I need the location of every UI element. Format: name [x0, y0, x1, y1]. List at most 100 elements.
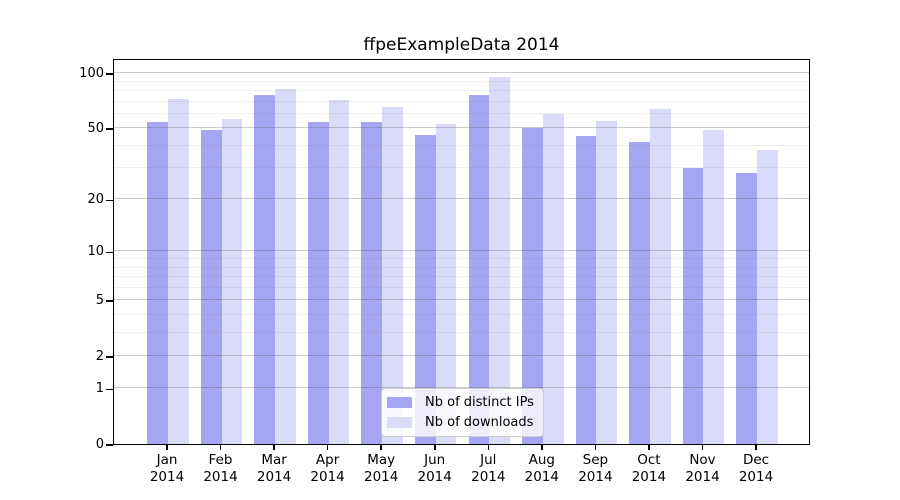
y-tick-label-1: 1: [95, 381, 104, 397]
x-tick-label-year: 2014: [310, 469, 345, 485]
gridline-y-90: [114, 80, 809, 82]
bar-nb-of-downloads-feb: [221, 119, 243, 444]
x-tick-label-year: 2014: [685, 469, 720, 485]
x-tick-label-year: 2014: [149, 469, 185, 485]
gridline-y-2: [114, 354, 809, 356]
gridline-y-70: [114, 100, 809, 102]
x-tick-apr: [326, 445, 329, 450]
bar-nb-of-downloads-aug: [542, 113, 564, 444]
gridline-y-80: [114, 89, 809, 91]
legend-label-distinct-ips: Nb of distinct IPs: [425, 394, 534, 410]
x-tick-label-mar: Mar 2014: [244, 452, 304, 486]
x-tick-label-year: 2014: [471, 469, 506, 485]
x-tick-label-oct: Oct 2014: [619, 452, 679, 486]
gridline-y-8: [114, 266, 809, 268]
x-tick-label-year: 2014: [256, 469, 292, 485]
bar-nb-of-downloads-jul: [489, 77, 510, 444]
x-tick-dec: [755, 445, 757, 450]
gridline-y-30: [114, 167, 809, 169]
gridline-y-9: [114, 258, 809, 259]
bar-nb-of-distinct-ips-jun: [415, 134, 436, 444]
bar-nb-of-downloads-sep: [596, 120, 618, 444]
x-tick-label-month: Jun: [424, 452, 446, 468]
bar-nb-of-downloads-nov: [703, 129, 725, 444]
bar-nb-of-distinct-ips-jan: [147, 122, 168, 444]
x-tick-mar: [273, 445, 275, 450]
x-tick-label-year: 2014: [631, 469, 667, 485]
bar-nb-of-downloads-jan: [168, 99, 189, 444]
x-tick-jul: [487, 445, 489, 450]
gridline-y-20: [114, 198, 809, 200]
x-tick-label-month: Sep: [582, 452, 609, 468]
x-tick-label-month: Oct: [637, 452, 661, 468]
x-tick-label-month: Dec: [742, 452, 770, 468]
gridline-y-5: [114, 299, 809, 300]
x-tick-label-apr: Apr 2014: [298, 452, 358, 486]
legend-label-downloads: Nb of downloads: [425, 414, 534, 430]
x-tick-label-month: Jan: [156, 452, 178, 468]
gridline-y-40: [114, 144, 809, 146]
y-tick-1: [106, 388, 113, 391]
gridline-y-4: [114, 313, 809, 315]
y-tick-0: [106, 444, 113, 446]
legend-item-downloads: Nb of downloads: [387, 414, 538, 431]
x-tick-label-dec: Dec 2014: [726, 452, 786, 486]
gridline-y-50: [114, 127, 809, 129]
gridline-y-100: [114, 72, 809, 74]
legend-swatch-distinct-ips-icon: [387, 397, 412, 408]
x-tick-label-feb: Feb 2014: [191, 452, 251, 486]
gridline-y-60: [114, 112, 809, 114]
bar-nb-of-distinct-ips-oct: [629, 141, 650, 444]
bar-nb-of-downloads-apr: [328, 100, 350, 444]
bar-nb-of-downloads-may: [382, 107, 403, 444]
plot-area: [113, 59, 810, 445]
x-tick-jun: [434, 445, 436, 450]
gridline-y-3: [114, 331, 809, 333]
x-tick-label-jan: Jan 2014: [137, 452, 197, 486]
x-tick-jan: [166, 445, 168, 450]
x-tick-label-month: Apr: [315, 452, 340, 468]
x-tick-feb: [219, 445, 222, 450]
y-tick-5: [106, 300, 113, 302]
y-tick-label-10: 10: [87, 244, 104, 260]
x-tick-label-month: May: [367, 452, 396, 468]
x-tick-aug: [541, 445, 543, 450]
gridline-y-10: [114, 250, 809, 252]
y-tick-20: [106, 199, 113, 202]
chart-title: ffpeExampleData 2014: [363, 35, 560, 55]
x-tick-label-year: 2014: [738, 469, 774, 485]
y-tick-10: [106, 251, 113, 254]
x-tick-label-year: 2014: [364, 469, 399, 485]
y-tick-2: [106, 356, 113, 358]
bar-nb-of-distinct-ips-nov: [682, 168, 704, 444]
bar-nb-of-downloads-dec: [757, 149, 778, 444]
x-tick-label-jun: Jun 2014: [405, 452, 465, 486]
x-tick-label-aug: Aug 2014: [512, 452, 572, 486]
gridline-y-6: [114, 286, 809, 288]
legend-item-distinct-ips: Nb of distinct IPs: [387, 394, 538, 411]
y-tick-label-5: 5: [95, 293, 104, 308]
x-tick-label-month: Nov: [689, 452, 716, 468]
x-tick-label-sep: Sep 2014: [565, 452, 625, 486]
x-tick-sep: [594, 445, 597, 450]
bar-nb-of-distinct-ips-dec: [736, 173, 757, 444]
bar-nb-of-distinct-ips-aug: [522, 128, 543, 444]
bar-nb-of-distinct-ips-apr: [307, 122, 329, 444]
x-tick-label-year: 2014: [578, 469, 613, 485]
x-tick-label-month: Aug: [528, 452, 555, 468]
y-tick-label-0: 0: [95, 437, 104, 452]
bar-nb-of-downloads-mar: [275, 88, 296, 444]
x-tick-label-month: Jul: [480, 452, 497, 468]
x-tick-nov: [701, 445, 704, 450]
x-tick-label-may: May 2014: [351, 452, 411, 486]
y-tick-label-2: 2: [95, 348, 104, 364]
x-tick-may: [380, 445, 382, 450]
x-tick-label-month: Mar: [261, 452, 287, 468]
bar-nb-of-distinct-ips-sep: [575, 136, 597, 444]
gridline-y-7: [114, 275, 809, 277]
legend: Nb of distinct IPs Nb of downloads: [381, 388, 544, 437]
x-tick-label-year: 2014: [417, 469, 452, 485]
x-tick-label-year: 2014: [203, 469, 238, 485]
bar-nb-of-distinct-ips-may: [361, 122, 383, 444]
